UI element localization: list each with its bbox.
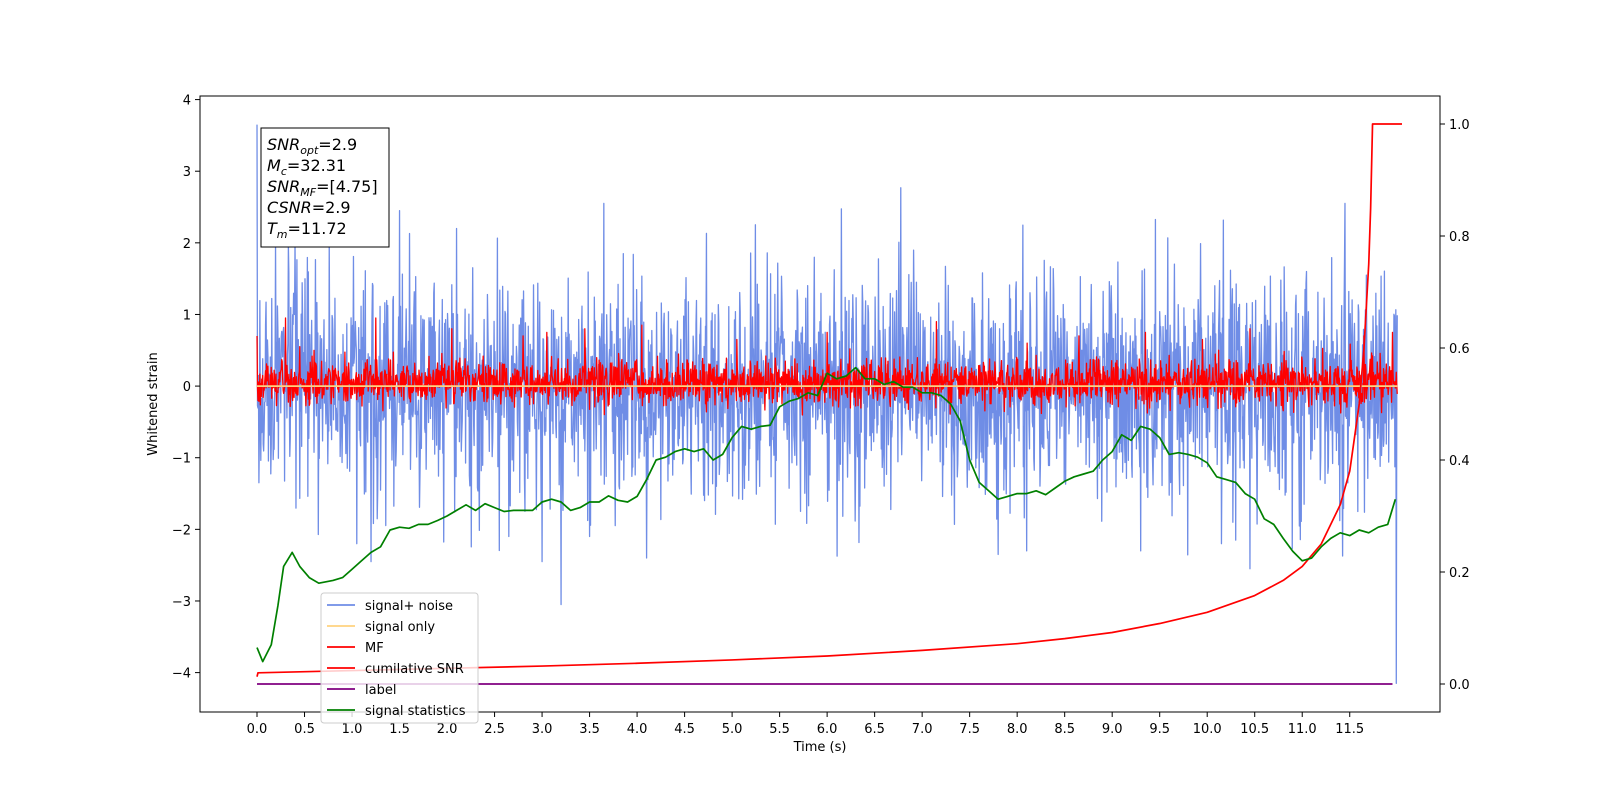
y-tick-label: 3 — [183, 165, 191, 180]
info-subscript: m — [277, 228, 288, 241]
y2-tick-label: 0.4 — [1449, 454, 1470, 469]
y-tick-label: 0 — [183, 380, 191, 395]
y-tick-label: 1 — [183, 308, 191, 323]
series-line-signal-statistics — [256, 366, 1397, 663]
legend-label: MF — [365, 641, 384, 656]
y-tick-label: 4 — [183, 94, 191, 109]
x-tick-label: 1.0 — [342, 722, 363, 737]
info-box-line: SNRMF=[4.75] — [267, 177, 378, 199]
info-box-line: Tm=11.72 — [267, 219, 347, 241]
x-axis-title: Time (s) — [793, 740, 847, 755]
y-tick-label: −3 — [172, 595, 191, 610]
legend-frame — [320, 592, 479, 724]
y2-tick-label: 0.8 — [1449, 230, 1470, 245]
info-symbol: SNR — [267, 177, 300, 196]
info-symbol: T — [267, 219, 278, 238]
y2-tick-label: 0.6 — [1449, 342, 1470, 357]
info-value: =32.31 — [287, 156, 346, 175]
x-tick-label: 6.5 — [864, 722, 885, 737]
info-symbol: CSNR — [267, 198, 312, 217]
x-tick-label: 2.5 — [484, 722, 505, 737]
info-symbol: M — [267, 156, 281, 175]
y2-tick-label: 0.0 — [1449, 678, 1470, 693]
x-tick-label: 0.0 — [247, 722, 268, 737]
y2-tick-label: 0.2 — [1449, 566, 1470, 581]
x-tick-label: 11.5 — [1335, 722, 1364, 737]
x-tick-label: 5.5 — [769, 722, 790, 737]
x-tick-label: 5.0 — [722, 722, 743, 737]
legend-label: signal statistics — [365, 704, 466, 719]
x-tick-label: 6.0 — [817, 722, 838, 737]
x-tick-label: 10.5 — [1240, 722, 1269, 737]
plot-frame — [199, 95, 1441, 713]
info-subscript: MF — [300, 186, 316, 199]
x-tick-label: 11.0 — [1288, 722, 1317, 737]
info-value: =2.9 — [318, 135, 357, 154]
info-symbol: SNR — [267, 135, 300, 154]
x-tick-label: 4.0 — [627, 722, 648, 737]
y-tick-label: −2 — [172, 523, 191, 538]
x-tick-label: 8.5 — [1054, 722, 1075, 737]
y-tick-label: −4 — [172, 667, 191, 682]
legend: signal+ noise signal only MF cumilative SNR… — [320, 592, 479, 724]
x-axis: 0.0 0.5 1.0 1.5 2.0 2.5 3.0 3.5 4.0 4.5 5.0 5.5 6.0 6… — [247, 712, 1364, 737]
x-tick-label: 7.0 — [912, 722, 933, 737]
info-subscript: c — [281, 165, 287, 178]
info-box-line: CSNR=2.9 — [267, 198, 351, 217]
series-line-cumilative-snr — [256, 123, 1402, 677]
x-tick-label: 9.5 — [1149, 722, 1170, 737]
info-box-frame — [260, 127, 390, 248]
x-tick-label: 0.5 — [294, 722, 315, 737]
x-tick-label: 1.5 — [389, 722, 410, 737]
series-layer — [256, 123, 1402, 685]
info-value: =[4.75] — [316, 177, 378, 196]
legend-label: signal only — [365, 620, 435, 635]
y-tick-label: −1 — [172, 452, 191, 467]
info-box: SNRopt=2.9Mc=32.31SNRMF=[4.75]CSNR=2.9Tm… — [260, 127, 390, 248]
info-box-line: Mc=32.31 — [267, 156, 346, 178]
x-tick-label: 10.0 — [1193, 722, 1222, 737]
y-axis-title: Whitened strain — [146, 352, 161, 455]
x-tick-label: 7.5 — [959, 722, 980, 737]
y-axis-left: 4 3 2 1 0 −1 −2 −3 −4 — [172, 94, 200, 682]
legend-label: label — [365, 683, 396, 698]
x-tick-label: 3.5 — [579, 722, 600, 737]
y-tick-label: 2 — [183, 237, 191, 252]
x-tick-label: 4.5 — [674, 722, 695, 737]
legend-label: cumilative SNR — [365, 662, 464, 677]
x-tick-label: 3.0 — [532, 722, 553, 737]
info-value: =2.9 — [312, 198, 351, 217]
y2-tick-label: 1.0 — [1449, 118, 1470, 133]
x-tick-label: 8.0 — [1007, 722, 1028, 737]
info-box-line: SNRopt=2.9 — [267, 135, 357, 157]
info-value: =11.72 — [288, 219, 347, 238]
y-axis-right: 1.0 0.8 0.6 0.4 0.2 0.0 — [1440, 118, 1470, 693]
x-tick-label: 2.0 — [437, 722, 458, 737]
info-subscript: opt — [300, 144, 319, 157]
x-tick-label: 9.0 — [1102, 722, 1123, 737]
legend-label: signal+ noise — [365, 599, 453, 614]
